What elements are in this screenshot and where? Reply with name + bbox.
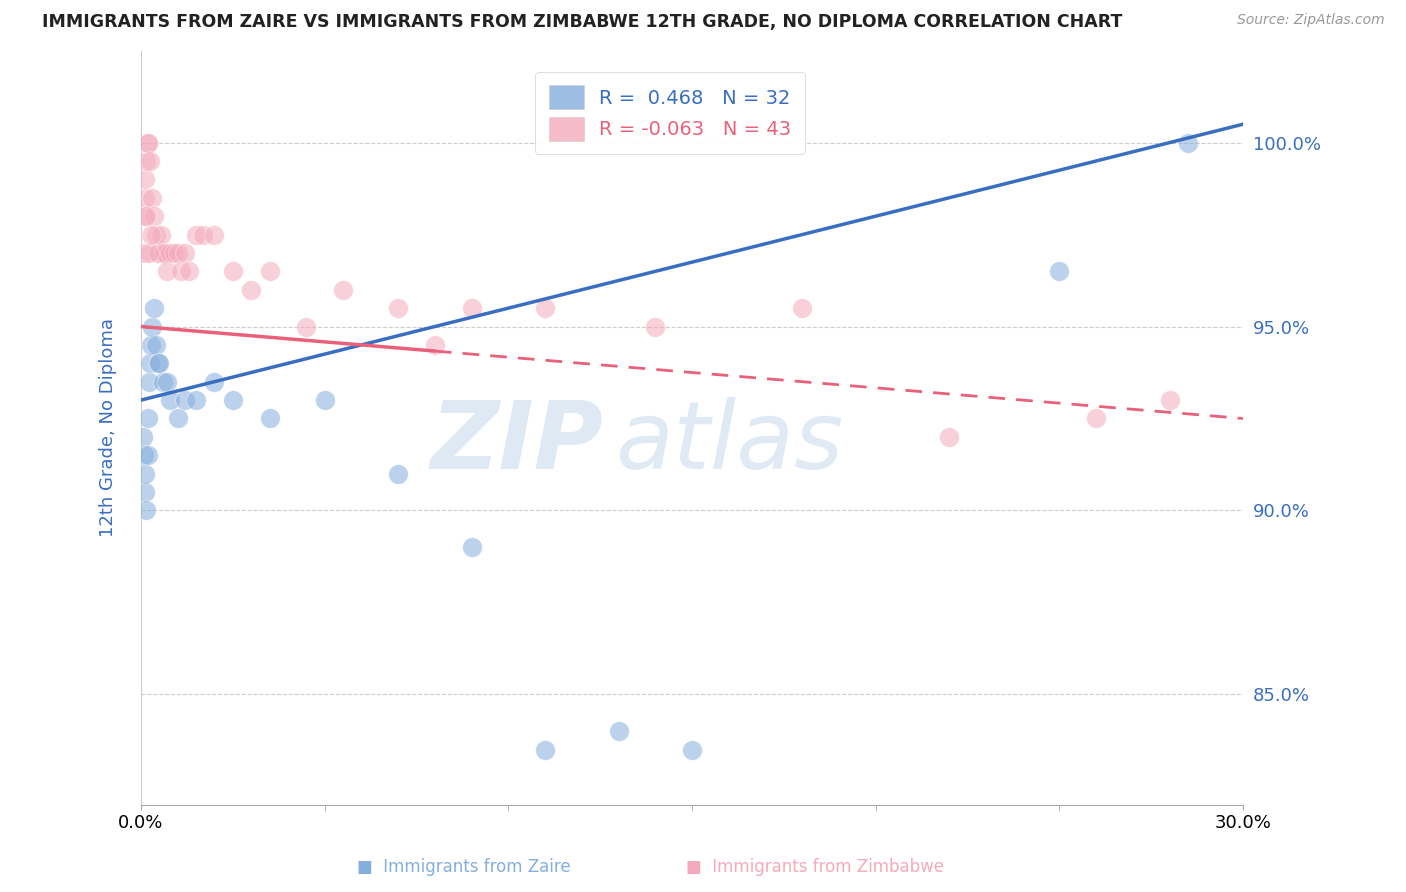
Point bbox=[134, 172, 156, 186]
Point bbox=[146, 356, 169, 370]
Text: Source: ZipAtlas.com: Source: ZipAtlas.com bbox=[1237, 13, 1385, 28]
Text: IMMIGRANTS FROM ZAIRE VS IMMIGRANTS FROM ZIMBABWE 12TH GRADE, NO DIPLOMA CORRELA: IMMIGRANTS FROM ZAIRE VS IMMIGRANTS FROM… bbox=[42, 13, 1122, 31]
Point bbox=[259, 411, 281, 425]
Point bbox=[136, 136, 159, 150]
Point bbox=[644, 319, 666, 334]
Point bbox=[204, 375, 226, 389]
Point bbox=[332, 283, 354, 297]
Point bbox=[136, 448, 159, 462]
Point bbox=[132, 246, 155, 260]
Point bbox=[150, 227, 173, 242]
Point bbox=[1159, 393, 1181, 408]
Y-axis label: 12th Grade, No Diploma: 12th Grade, No Diploma bbox=[100, 318, 117, 537]
Point bbox=[135, 209, 157, 223]
Point bbox=[159, 246, 181, 260]
Point bbox=[138, 246, 160, 260]
Point bbox=[222, 264, 245, 278]
Point bbox=[204, 227, 226, 242]
Point bbox=[134, 467, 156, 481]
Point bbox=[174, 246, 197, 260]
Point bbox=[387, 467, 409, 481]
Point bbox=[136, 411, 159, 425]
Point bbox=[163, 246, 186, 260]
Point bbox=[174, 393, 197, 408]
Point bbox=[166, 411, 188, 425]
Point bbox=[177, 264, 200, 278]
Point bbox=[460, 301, 482, 315]
Point bbox=[153, 246, 176, 260]
Point bbox=[1047, 264, 1070, 278]
Point bbox=[134, 485, 156, 500]
Text: atlas: atlas bbox=[614, 397, 844, 488]
Point bbox=[938, 430, 960, 444]
Point bbox=[193, 227, 215, 242]
Point bbox=[142, 209, 165, 223]
Point bbox=[136, 136, 159, 150]
Point bbox=[240, 283, 263, 297]
Point bbox=[314, 393, 336, 408]
Point bbox=[1085, 411, 1108, 425]
Point bbox=[460, 540, 482, 554]
Point bbox=[145, 338, 167, 352]
Point bbox=[159, 393, 181, 408]
Point bbox=[681, 742, 703, 756]
Point bbox=[139, 356, 162, 370]
Point bbox=[184, 393, 207, 408]
Point bbox=[152, 375, 174, 389]
Point bbox=[141, 319, 163, 334]
Point bbox=[156, 264, 179, 278]
Point bbox=[132, 209, 155, 223]
Point bbox=[148, 246, 170, 260]
Text: ■  Immigrants from Zimbabwe: ■ Immigrants from Zimbabwe bbox=[686, 858, 945, 876]
Point bbox=[792, 301, 814, 315]
Point bbox=[134, 191, 156, 205]
Point bbox=[145, 227, 167, 242]
Point bbox=[170, 264, 193, 278]
Point bbox=[387, 301, 409, 315]
Text: ZIP: ZIP bbox=[430, 397, 603, 489]
Legend: R =  0.468   N = 32, R = -0.063   N = 43: R = 0.468 N = 32, R = -0.063 N = 43 bbox=[534, 71, 804, 154]
Point bbox=[1177, 136, 1199, 150]
Point bbox=[148, 356, 170, 370]
Point bbox=[139, 154, 162, 169]
Point bbox=[534, 301, 557, 315]
Point bbox=[607, 724, 630, 739]
Point bbox=[142, 301, 165, 315]
Text: ■  Immigrants from Zaire: ■ Immigrants from Zaire bbox=[357, 858, 571, 876]
Point bbox=[132, 430, 155, 444]
Point bbox=[141, 338, 163, 352]
Point bbox=[146, 246, 169, 260]
Point bbox=[152, 246, 174, 260]
Point bbox=[141, 191, 163, 205]
Point bbox=[222, 393, 245, 408]
Point bbox=[259, 264, 281, 278]
Point bbox=[184, 227, 207, 242]
Point bbox=[135, 503, 157, 517]
Point bbox=[295, 319, 318, 334]
Point bbox=[166, 246, 188, 260]
Point bbox=[132, 448, 155, 462]
Point bbox=[141, 227, 163, 242]
Point bbox=[156, 375, 179, 389]
Point bbox=[423, 338, 446, 352]
Point bbox=[135, 154, 157, 169]
Point bbox=[534, 742, 557, 756]
Point bbox=[138, 375, 160, 389]
